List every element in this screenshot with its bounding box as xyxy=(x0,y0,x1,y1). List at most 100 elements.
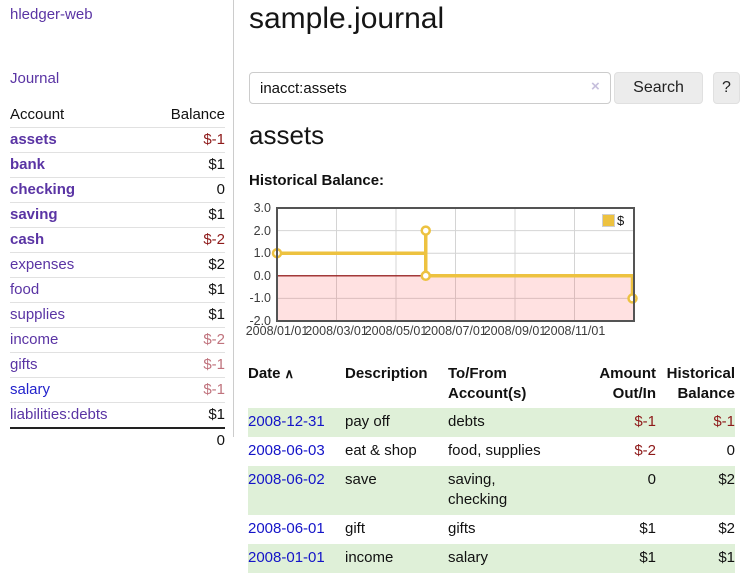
account-row: checking 0 xyxy=(10,177,225,203)
account-row: income $-2 xyxy=(10,327,225,353)
x-axis-tick-label: 2008/11/01 xyxy=(543,324,606,338)
x-axis-tick-label: 2008/07/01 xyxy=(424,324,487,338)
transaction-description: pay off xyxy=(345,408,448,437)
transaction-balance: $2 xyxy=(656,466,735,515)
account-column-header: Account xyxy=(10,106,65,123)
account-link[interactable]: liabilities:debts xyxy=(10,406,108,423)
x-axis-tick-label: 2008/09/01 xyxy=(483,324,547,338)
chart-title: Historical Balance: xyxy=(249,172,385,189)
transaction-balance: $2 xyxy=(718,520,735,537)
account-balance: $1 xyxy=(148,302,225,328)
register-row: 2008-06-03 eat & shop food, supplies $-2 0 xyxy=(248,437,735,466)
sidebar: hledger-web Journal Account Balance asse… xyxy=(0,0,233,582)
accounts-total-value: 0 xyxy=(148,427,225,453)
transaction-balance: 0 xyxy=(726,442,735,459)
account-link[interactable]: supplies xyxy=(10,306,66,323)
transaction-accounts: saving, checking xyxy=(448,466,593,515)
account-link[interactable]: bank xyxy=(10,156,46,173)
account-row: assets $-1 xyxy=(10,127,225,153)
historical-balance-column-header: Historical Balance xyxy=(666,365,735,402)
transaction-description: eat & shop xyxy=(345,442,417,459)
register-row: 2008-06-02 save saving, checking 0 $2 xyxy=(248,466,735,515)
account-link[interactable]: income xyxy=(10,331,59,348)
transaction-accounts: salary xyxy=(448,544,593,573)
account-row: salary $-1 xyxy=(10,377,225,403)
account-row: cash $-2 xyxy=(10,227,225,253)
y-axis-tick-label: 1.0 xyxy=(253,246,271,261)
register-row: 2008-06-01 gift gifts $1 $2 xyxy=(248,515,735,544)
transaction-description: income xyxy=(345,544,448,573)
y-axis-tick-label: -2.0 xyxy=(249,314,271,328)
legend-label: $ xyxy=(617,213,625,228)
transaction-amount: $-1 xyxy=(593,408,656,437)
y-axis-tick-label: 0.0 xyxy=(253,268,271,283)
sidebar-item-journal[interactable]: Journal xyxy=(10,70,60,87)
account-balance: $1 xyxy=(148,152,225,178)
transaction-amount: 0 xyxy=(593,466,656,515)
transaction-balance: $-1 xyxy=(656,408,735,437)
transaction-amount: $-2 xyxy=(634,442,656,459)
account-row: saving $1 xyxy=(10,202,225,228)
help-button[interactable]: ? xyxy=(713,72,740,104)
search-form: × Search ? xyxy=(248,72,740,106)
transaction-description: gift xyxy=(345,520,366,537)
accounts-table-header: Account Balance xyxy=(10,103,225,128)
description-column-header: Description xyxy=(345,365,428,382)
transaction-description: save xyxy=(345,466,448,515)
account-row: bank $1 xyxy=(10,152,225,178)
date-column-header[interactable]: Date ∧ xyxy=(248,365,295,382)
y-axis-tick-label: 3.0 xyxy=(253,201,271,215)
chart-canvas xyxy=(271,207,638,322)
register-row: 2008-01-01 income salary $1 $1 xyxy=(248,544,735,573)
y-axis-tick-label: 2.0 xyxy=(253,223,271,238)
transaction-date-link[interactable]: 2008-01-01 xyxy=(248,549,325,566)
main-content: sample.journal × Search ? assets Histori… xyxy=(245,0,740,582)
transaction-accounts: debts xyxy=(448,408,593,437)
account-link[interactable]: salary xyxy=(10,381,51,398)
amount-column-header: Amount Out/In xyxy=(599,365,656,402)
account-row: food $1 xyxy=(10,277,225,303)
account-row: liabilities:debts $1 xyxy=(10,402,225,428)
tofrom-column-header: To/From Account(s) xyxy=(448,365,527,402)
account-link[interactable]: saving xyxy=(10,206,58,223)
account-link[interactable]: food xyxy=(10,281,40,298)
brand-link[interactable]: hledger-web xyxy=(10,6,93,23)
account-link[interactable]: checking xyxy=(10,181,76,198)
account-balance: $-1 xyxy=(148,352,225,378)
historical-balance-chart: 3.0 2.0 1.0 0.0 -1.0 -2.0 2008/01/01 2008/03/01… xyxy=(245,196,735,344)
register-table: Date ∧ Description To/From Account(s) Amou… xyxy=(248,362,735,573)
account-link[interactable]: expenses xyxy=(10,256,75,273)
account-balance: $-2 xyxy=(148,227,225,253)
account-link[interactable]: assets xyxy=(10,131,57,148)
account-balance: $1 xyxy=(148,202,225,228)
account-balance: 0 xyxy=(148,177,225,203)
account-balance: $-2 xyxy=(148,327,225,353)
search-input[interactable] xyxy=(249,72,611,104)
page-title: sample.journal xyxy=(249,2,445,35)
account-balance: $2 xyxy=(148,252,225,278)
account-link[interactable]: gifts xyxy=(10,356,38,373)
account-balance: $1 xyxy=(148,277,225,303)
sort-ascending-icon: ∧ xyxy=(284,366,295,381)
account-heading: assets xyxy=(249,120,325,150)
account-balance: $1 xyxy=(148,402,225,428)
transaction-date-link[interactable]: 2008-06-03 xyxy=(248,442,325,459)
transaction-date-link[interactable]: 2008-06-01 xyxy=(248,520,325,537)
x-axis-tick-label: 2008/01/01 xyxy=(245,324,309,338)
account-row: expenses $2 xyxy=(10,252,225,278)
transaction-balance: $1 xyxy=(656,544,735,573)
sidebar-divider xyxy=(233,0,234,437)
account-link[interactable]: cash xyxy=(10,231,45,248)
register-row: 2008-12-31 pay off debts $-1 $-1 xyxy=(248,408,735,437)
register-header-row: Date ∧ Description To/From Account(s) Amou… xyxy=(248,362,735,408)
clear-search-icon[interactable]: × xyxy=(591,78,600,95)
search-button[interactable]: Search xyxy=(614,72,703,104)
legend-swatch-icon xyxy=(602,214,615,227)
transaction-date-link[interactable]: 2008-12-31 xyxy=(248,413,325,430)
account-balance: $-1 xyxy=(148,127,225,153)
transaction-date-link[interactable]: 2008-06-02 xyxy=(248,471,325,488)
chart-legend: $ xyxy=(600,212,627,229)
accounts-total-row: 0 xyxy=(10,427,225,453)
transaction-accounts: food, supplies xyxy=(448,442,541,459)
